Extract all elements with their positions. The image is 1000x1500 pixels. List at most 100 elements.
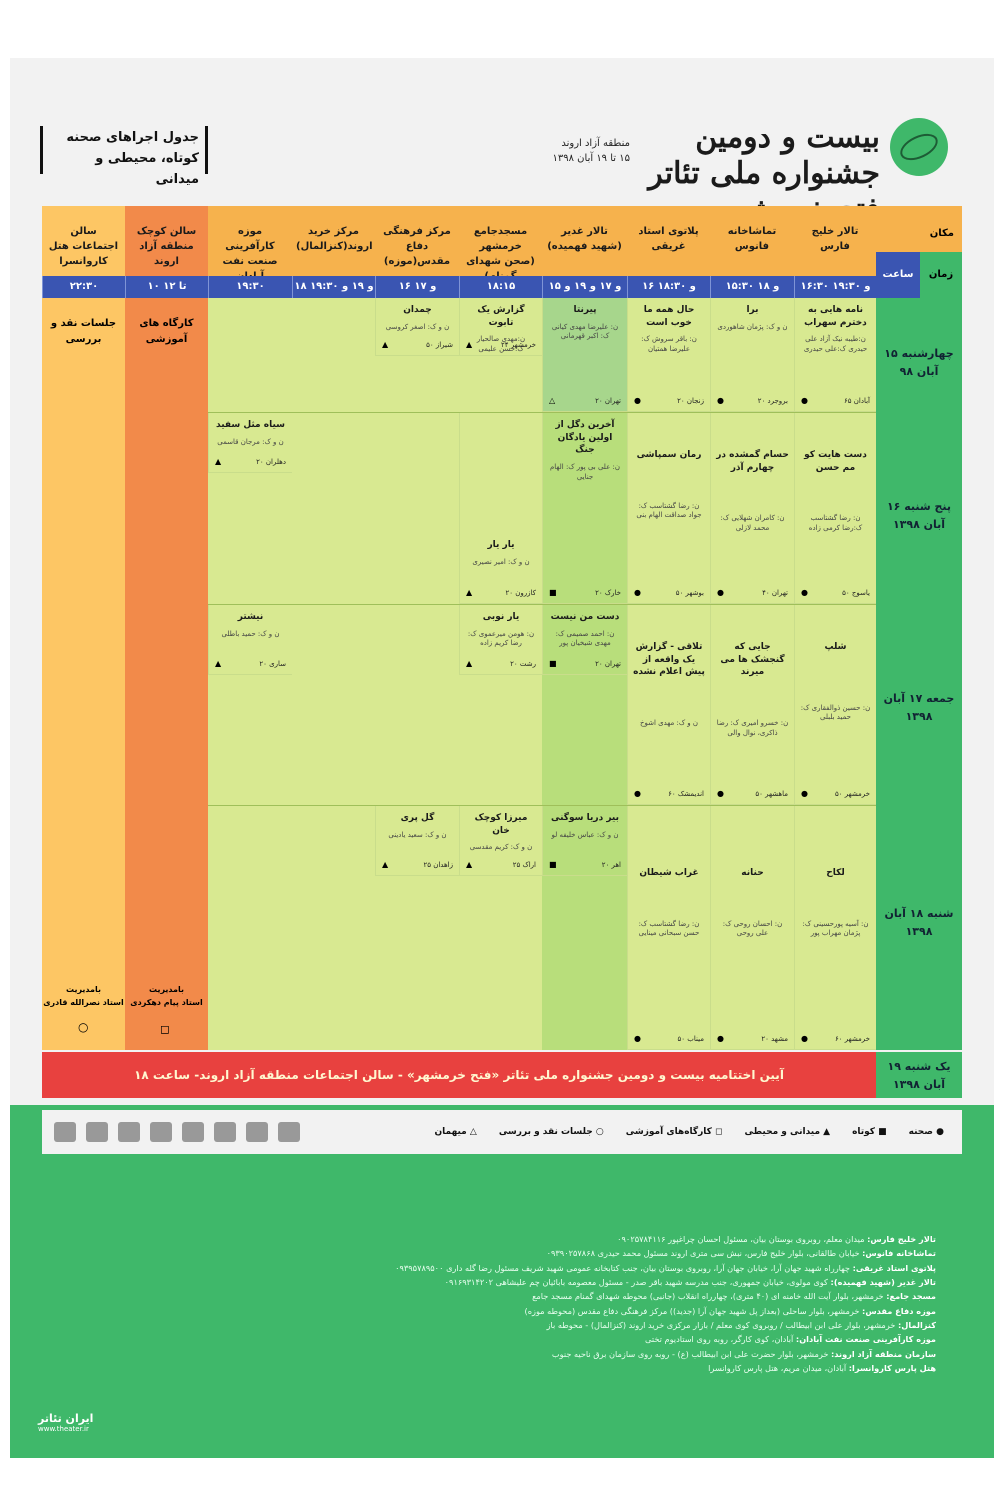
show-cell[interactable]: نامه هایی به دخترم سهراب ن:طیبه نیک آزاد… <box>794 298 876 412</box>
field-icon: ▲ <box>466 860 473 869</box>
field-icon: ▲ <box>215 457 222 466</box>
stage-icon: ● <box>801 1034 808 1043</box>
show-city: خرمشهر ۵۰ <box>834 790 870 798</box>
show-cell[interactable]: دست من نیست ن: احمد صمیمی ک: مهدی شیخیان… <box>542 605 627 675</box>
short-icon: ■ <box>549 860 557 869</box>
workshop-column <box>125 298 208 1050</box>
show-cell[interactable]: میرزا کوچک خان ن و ک: کریم مقدسی اراک ۲۵… <box>459 806 542 876</box>
show-city: بروجرد ۲۰ <box>757 397 788 405</box>
show-cell[interactable]: تلاقی - گزارش یک واقعه از پیش اعلام نشده… <box>627 605 710 805</box>
sponsor-logo-icon <box>214 1122 236 1142</box>
address-line: سازمان منطقه آزاد اروند: خرمشهر، بلوار ح… <box>551 1348 936 1359</box>
show-cell[interactable]: غراب شیطان ن: رضا گشتاسب ک: حسن سبحانی م… <box>627 806 710 1050</box>
show-city: اهر ۲۰ <box>601 861 621 869</box>
place-header: مکان <box>876 206 962 252</box>
address-line: تالار غدیر (شهید فهمیده): کوی مولوی، خیا… <box>444 1277 936 1288</box>
show-cell[interactable]: برا ن و ک: پژمان شاهوردی بروجرد ۲۰ ● <box>710 298 794 412</box>
venue-header: موزه کارآفرینی صنعت نفت آبادان <box>208 206 292 282</box>
show-title: حسام گمشده در چهارم آذر <box>716 450 789 473</box>
field-icon: ▲ <box>466 340 473 349</box>
venue-time: ۱۵ و ۱۷ و ۱۹ و ۲۰:۳۰ <box>542 276 627 314</box>
show-city: تهران ۴۰ <box>762 589 788 597</box>
show-credits: ن: حسین ذوالفقاری ک: حمید بلبلی <box>800 703 871 722</box>
brand-name: ایران تئاتر <box>38 1412 94 1425</box>
venue-header: تماشاخانه فانوس <box>710 206 794 276</box>
venue-name: تماشاخانه فانوس <box>727 226 777 252</box>
show-cell[interactable]: پیرنتا ن: علیرضا مهدی کیانی ک: اکبر قهرم… <box>542 298 627 412</box>
show-city: تهران ۲۰ <box>595 397 621 405</box>
show-cell[interactable]: بیر دریا سوگنی ن و ک: عباس خلیفه لو اهر … <box>542 806 627 876</box>
venue-header: تالار خلیج فارس <box>794 206 876 276</box>
table-title-line2: کوتاه، محیطی و میدانی <box>95 150 199 187</box>
day-label: پنج شنبه ۱۶ آبان ۱۳۹۸ <box>886 500 952 531</box>
show-title: پیرنتا <box>573 305 597 315</box>
show-cell[interactable]: حال همه ما خوب است ن: باقر سروش ک: علیرض… <box>627 298 710 412</box>
stage-icon: ● <box>717 396 724 405</box>
show-title: آخرین دگل از اولین یادگان جنگ <box>555 420 615 456</box>
venue-name: تالار خلیج فارس <box>811 226 859 252</box>
show-cell[interactable]: دست هایت کو مم حسن ن: رضا گشتاسب ک:رضا ک… <box>794 413 876 604</box>
venue-name: تالار غدیر (شهید فهمیده) <box>547 226 622 252</box>
festival-subtitle: منطقه آزاد اروند ۱۵ تا ۱۹ آبان ۱۳۹۸ <box>520 136 630 166</box>
show-city: اراک ۲۵ <box>512 861 536 869</box>
show-city: تهران ۲۰ <box>595 660 621 668</box>
address-panel <box>10 1105 994 1458</box>
show-credits: ن: باقر سروش ک: علیرضا همتیان <box>641 335 697 353</box>
day-label: شنبه ۱۸ آبان ۱۳۹۸ <box>884 907 954 938</box>
address-line: کنزالمال: خرمشهر، بلوار علی ابن ابیطالب … <box>546 1320 936 1331</box>
hour-label: ساعت <box>876 252 920 298</box>
show-title: یار نوبی <box>482 612 520 622</box>
show-city: آبادان ۶۵ <box>844 397 870 405</box>
show-title: چمدان <box>403 305 432 315</box>
venue-header: پلاتوی استاد غریقی <box>627 206 710 276</box>
legend-stage: ● صحنه <box>908 1127 944 1137</box>
show-cell[interactable]: جایی که گنجشک ها می میرند ن: خسرو امیری … <box>710 605 794 805</box>
show-cell[interactable]: یار یار ن و ک: امیر نصیری کازرون ۲۰ ▲ <box>459 413 542 604</box>
venue-name: مرکز فرهنگی دفاع مقدس(موزه) <box>383 226 451 267</box>
venue-header: مسجدجامع خرمشهر (صحن شهدای گمنام) <box>459 206 542 282</box>
show-cell[interactable]: سیاه مثل سفید ن و ک: مرجان قاسمی دهلران … <box>208 413 292 473</box>
show-title: تلاقی - گزارش یک واقعه از پیش اعلام نشده <box>633 642 705 678</box>
venue-header: مرکز فرهنگی دفاع مقدس(موزه) <box>375 206 459 276</box>
iran-theater-logo[interactable]: ایران تئاتر www.theater.ir <box>38 1412 118 1448</box>
show-credits: ن: علیرضا مهدی کیانی ک: اکبر قهرمانی <box>551 322 619 341</box>
show-cell[interactable]: حنانه ن: احسان روحی ک: علی روحی مشهد ۲۰ … <box>710 806 794 1050</box>
address-line: موزه دفاع مقدس: خرمشهر، بلوار ساحلی (بعد… <box>524 1305 937 1316</box>
show-title: گزارش یک تابوت <box>477 305 525 328</box>
show-title: میرزا کوچک خان <box>474 813 528 836</box>
sponsor-logos <box>42 1122 300 1142</box>
show-cell[interactable]: آخرین دگل از اولین یادگان جنگ ن: علی بی … <box>542 413 627 604</box>
show-credits: ن و ک: مرجان قاسمی <box>217 437 284 446</box>
show-cell[interactable]: یار نوبی ن: هومن میرعموی ک: رضا کریم زاد… <box>459 605 542 675</box>
venue-addresses: تالار خلیج فارس: میدان معلم، روبروی بوست… <box>300 1232 936 1375</box>
brand-url: www.theater.ir <box>38 1425 89 1433</box>
show-credits: ن: احمد صمیمی ک: مهدی شیخیان پور <box>555 629 615 648</box>
field-icon: ▲ <box>382 340 389 349</box>
show-cell[interactable]: گل پری ن و ک: سعید یادینی زاهدان ۲۵ ▲ <box>375 806 459 876</box>
field-icon: ▲ <box>466 659 473 668</box>
show-city: یاسوج ۵۰ <box>842 589 870 597</box>
workshop-manager: استاد پیام دهکردی <box>130 998 203 1007</box>
venue-time: ۱۹:۳۰ <box>208 276 292 298</box>
field-icon: ▲ <box>215 659 222 668</box>
show-credits: ن و ک: اصغر کروسی <box>385 322 450 331</box>
show-city: زنجان ۲۰ <box>677 397 704 405</box>
show-cell[interactable]: گزارش یک تابوت ن:مهدی صالحیار ک:حسن علیم… <box>459 298 542 356</box>
sponsor-logo-icon <box>150 1122 172 1142</box>
address-line: پلاتوی استاد غریقی: چهارراه شهید جهان آر… <box>395 1262 936 1273</box>
show-cell[interactable]: حسام گمشده در چهارم آذر ن: کامران شهلایی… <box>710 413 794 604</box>
sponsor-logo-icon <box>118 1122 140 1142</box>
day-column <box>876 298 962 1050</box>
stage-icon: ● <box>634 789 641 798</box>
show-city: کازرون ۲۰ <box>505 589 536 597</box>
show-title: شلپ <box>824 642 847 652</box>
show-cell[interactable]: نیشتر ن و ک: حمید باطلی ساری ۲۰ ▲ <box>208 605 292 675</box>
show-city: ساری ۲۰ <box>259 660 286 668</box>
show-credits: ن: رضا گشتاسب ک:رضا کرمی زاده <box>808 514 863 532</box>
show-cell[interactable]: رمان سمپاشی ن: رضا گشتاسب ک: جواد صداقت … <box>627 413 710 604</box>
show-cell[interactable]: شلپ ن: حسین ذوالفقاری ک: حمید بلبلی خرمش… <box>794 605 876 805</box>
show-title: گل پری <box>400 813 435 823</box>
show-cell[interactable]: چمدان ن و ک: اصغر کروسی شیراز ۵۰ ▲ <box>375 298 459 356</box>
show-title: نیشتر <box>237 612 264 622</box>
show-cell[interactable]: لکاح ن: آسیه پورحسینی ک: پژمان مهراب پور… <box>794 806 876 1050</box>
